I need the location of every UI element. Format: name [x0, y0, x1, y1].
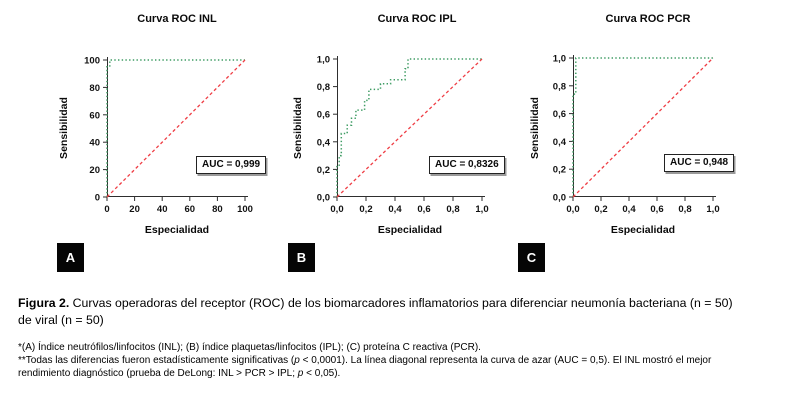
x-axis-label-inl: Especialidad	[144, 224, 210, 236]
figure-footnotes: *(A) Índice neutrófilos/linfocitos (INL)…	[18, 341, 796, 380]
svg-text:1,0: 1,0	[475, 204, 488, 215]
footnote-2-line2-p-italic: p	[297, 368, 304, 379]
svg-text:0,8: 0,8	[317, 82, 330, 93]
caption-line-2: de viral (n = 50)	[18, 312, 104, 327]
svg-text:0,8: 0,8	[678, 204, 691, 215]
svg-text:80: 80	[89, 83, 100, 94]
footnote-2-line2-text: rendimiento diagnóstico (prueba de DeLon…	[18, 368, 298, 379]
svg-text:0,2: 0,2	[594, 204, 607, 215]
x-axis-label-pcr: Especialidad	[610, 224, 676, 236]
footnote-2-p-italic: p	[294, 355, 300, 366]
svg-text:100: 100	[84, 56, 100, 67]
svg-text:0,8: 0,8	[553, 81, 566, 92]
figure-caption: Figura 2. Curvas operadoras del receptor…	[18, 295, 796, 328]
chart-title-pcr: Curva ROC PCR	[605, 13, 691, 25]
footnote-2-line-2: rendimiento diagnóstico (prueba de DeLon…	[18, 367, 796, 380]
roc-plot-inl: 0 20 40 60 80 100 0 20 40 60 80 100	[84, 56, 253, 216]
auc-badge-pcr: AUC = 0,948	[664, 154, 735, 172]
y-axis-label-pcr: Sensibilidad	[529, 97, 541, 159]
svg-text:0,6: 0,6	[650, 204, 663, 215]
svg-text:0,2: 0,2	[317, 165, 330, 176]
panel-letter-c: C	[518, 243, 545, 272]
svg-text:0,6: 0,6	[553, 109, 566, 120]
svg-text:0,6: 0,6	[417, 204, 430, 215]
footnote-2: **Todas las diferencias fueron estadísti…	[18, 354, 796, 367]
x-axis-label-ipl: Especialidad	[377, 224, 443, 236]
panel-letter-a: A	[57, 243, 84, 272]
svg-text:0,4: 0,4	[553, 137, 567, 148]
svg-text:0,2: 0,2	[359, 204, 372, 215]
svg-text:1,0: 1,0	[706, 204, 719, 215]
svg-text:60: 60	[89, 110, 100, 121]
caption-text: Curvas operadoras del receptor (ROC) de …	[69, 296, 733, 310]
svg-text:0,6: 0,6	[317, 110, 330, 121]
auc-badge-ipl: AUC = 0,8326	[429, 156, 505, 174]
svg-text:60: 60	[185, 204, 196, 215]
figure-label: Figura 2.	[18, 296, 70, 310]
y-axis-label-inl: Sensibilidad	[58, 97, 70, 159]
svg-text:1,0: 1,0	[317, 55, 330, 66]
footnote-2-text: **Todas las diferencias fueron estadísti…	[18, 355, 295, 366]
svg-text:0: 0	[95, 193, 100, 204]
svg-text:40: 40	[157, 204, 168, 215]
footnote-1: *(A) Índice neutrófilos/linfocitos (INL)…	[18, 342, 481, 353]
svg-text:0,0: 0,0	[553, 193, 566, 204]
caption-line-1: Figura 2. Curvas operadoras del receptor…	[18, 295, 796, 312]
svg-text:0: 0	[104, 204, 109, 215]
svg-text:20: 20	[89, 165, 100, 176]
svg-text:40: 40	[89, 138, 100, 149]
svg-text:0,0: 0,0	[566, 204, 579, 215]
footnote-2-line2-text-cont: < 0,05).	[303, 368, 341, 379]
roc-plot-ipl: 0,0 0,2 0,4 0,6 0,8 1,0 0,0 0,2 0,4 0,6 0,8 1,0	[317, 55, 489, 216]
svg-text:0,4: 0,4	[622, 204, 636, 215]
footnote-2-text-cont: < 0,0001). La línea diagonal representa …	[299, 355, 712, 366]
chart-title-inl: Curva ROC INL	[137, 13, 217, 25]
svg-text:0,2: 0,2	[553, 165, 566, 176]
svg-text:0,0: 0,0	[330, 204, 343, 215]
svg-text:0,0: 0,0	[317, 193, 330, 204]
svg-text:0,4: 0,4	[388, 204, 402, 215]
svg-text:0,4: 0,4	[317, 137, 331, 148]
auc-badge-inl: AUC = 0,999	[196, 156, 267, 174]
y-axis-label-ipl: Sensibilidad	[292, 97, 304, 159]
svg-text:100: 100	[237, 204, 253, 215]
chart-title-ipl: Curva ROC IPL	[377, 13, 457, 25]
svg-text:1,0: 1,0	[553, 54, 566, 65]
svg-text:80: 80	[212, 204, 223, 215]
svg-text:0,8: 0,8	[446, 204, 459, 215]
roc-plot-pcr: 0,0 0,2 0,4 0,6 0,8 1,0 0,0 0,2 0,4 0,6 0,8 1,0	[553, 54, 720, 216]
panel-letter-b: B	[288, 243, 315, 272]
svg-text:20: 20	[129, 204, 140, 215]
